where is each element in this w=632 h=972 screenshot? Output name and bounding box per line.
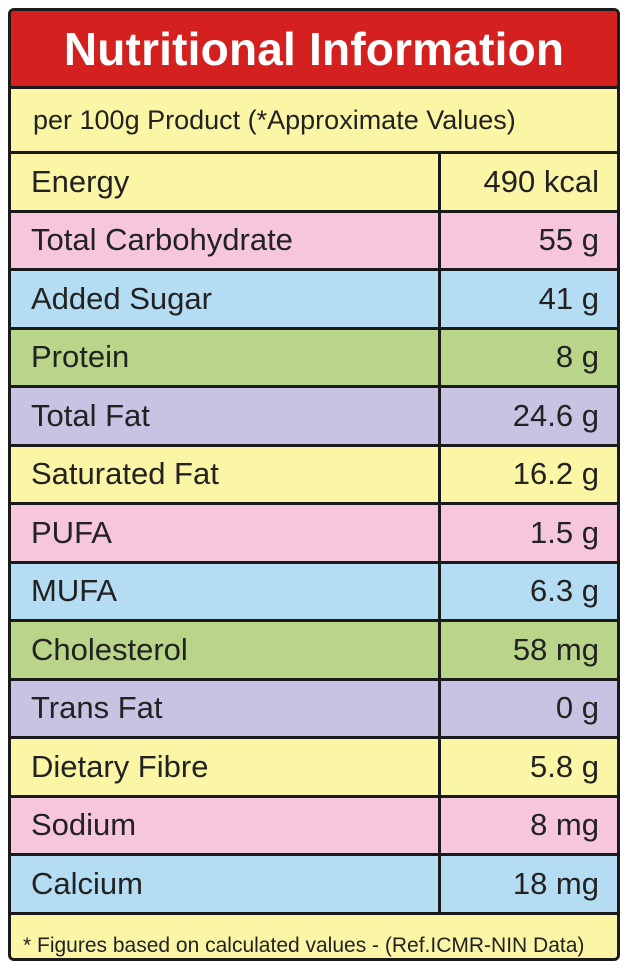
nutrient-row: Saturated Fat 16.2 g <box>11 446 617 505</box>
nutrient-value: 6.3 g <box>530 573 599 609</box>
nutrient-label: Trans Fat <box>11 680 441 736</box>
nutrient-label: Calcium <box>11 856 441 912</box>
nutrient-value: 41 g <box>538 280 599 316</box>
nutrient-row: Cholesterol 58 mg <box>11 622 617 681</box>
footnote: * Figures based on calculated values - (… <box>11 914 617 958</box>
nutrient-value: 8 g <box>555 339 599 375</box>
nutrient-row: Added Sugar 41 g <box>11 271 617 330</box>
nutrient-row: PUFA 1.5 g <box>11 505 617 564</box>
nutrient-value: 0 g <box>555 690 599 726</box>
nutrient-label: Saturated Fat <box>11 446 441 502</box>
nutrient-table: Energy 490 kcal Total Carbohydrate 55 g Adde… <box>11 154 617 915</box>
nutrient-label: Sodium <box>11 797 441 853</box>
nutrient-row: MUFA 6.3 g <box>11 563 617 622</box>
nutrient-value: 16.2 g <box>512 456 599 492</box>
nutrient-label: PUFA <box>11 505 441 561</box>
nutrient-value: 1.5 g <box>530 514 599 550</box>
nutrient-value: 490 kcal <box>483 163 599 199</box>
nutrient-label: Added Sugar <box>11 271 441 327</box>
nutrient-value: 58 mg <box>512 631 599 667</box>
nutrient-label: MUFA <box>11 563 441 619</box>
nutrient-value: 55 g <box>538 222 599 258</box>
nutrient-row: Total Carbohydrate 55 g <box>11 212 617 271</box>
nutrient-row: Sodium 8 mg <box>11 797 617 856</box>
nutrient-row: Dietary Fibre 5.8 g <box>11 739 617 798</box>
nutrition-panel: Nutritional Information per 100g Product… <box>8 8 620 961</box>
nutrient-label: Total Carbohydrate <box>11 212 441 268</box>
nutrient-value: 5.8 g <box>530 748 599 784</box>
nutrient-row: Calcium 18 mg <box>11 856 617 915</box>
nutrient-value: 18 mg <box>512 865 599 901</box>
nutrient-label: Dietary Fibre <box>11 739 441 795</box>
panel-title: Nutritional Information <box>63 22 565 75</box>
nutrient-row: Protein 8 g <box>11 329 617 388</box>
nutrient-row: Energy 490 kcal <box>11 154 617 213</box>
nutrient-value: 8 mg <box>530 807 599 843</box>
nutrient-row: Total Fat 24.6 g <box>11 388 617 447</box>
nutrient-row: Trans Fat 0 g <box>11 680 617 739</box>
nutrient-value: 24.6 g <box>512 397 599 433</box>
nutrient-label: Total Fat <box>11 388 441 444</box>
serving-basis-text: per 100g Product (*Approximate Values) <box>11 89 617 154</box>
title-bar: Nutritional Information <box>11 11 617 89</box>
nutrient-label: Energy <box>11 154 441 210</box>
nutrient-label: Protein <box>11 329 441 385</box>
nutrient-label: Cholesterol <box>11 622 441 678</box>
